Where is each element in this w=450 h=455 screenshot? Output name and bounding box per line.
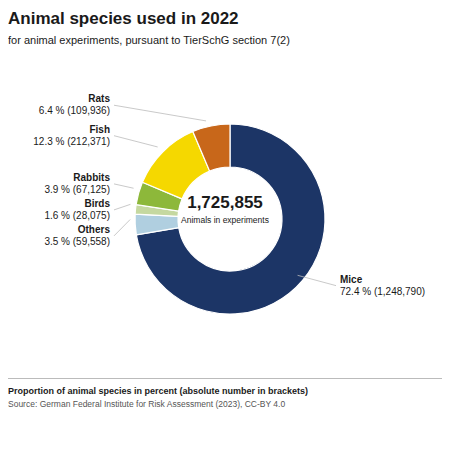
svg-text:3.9 % (67,125): 3.9 % (67,125) [44, 184, 110, 195]
svg-text:3.5 % (59,558): 3.5 % (59,558) [44, 236, 110, 247]
html-text:for animal experiments, pursua: for animal experiments, pursuant to Tier… [8, 34, 290, 46]
svg-text:Rabbits: Rabbits [73, 172, 110, 183]
svg-text:Rats: Rats [88, 93, 110, 104]
svg-text:Mice: Mice [340, 274, 363, 285]
svg-text:Birds: Birds [84, 198, 110, 209]
html-text:Proportion of animal species i: Proportion of animal species in percent … [8, 386, 309, 396]
svg-text:72.4 % (1,248,790): 72.4 % (1,248,790) [340, 286, 425, 297]
svg-text:Others: Others [78, 224, 111, 235]
svg-text:Fish: Fish [89, 124, 110, 135]
html-text:Animal species used in 2022: Animal species used in 2022 [8, 9, 239, 28]
svg-text:6.4 % (109,936): 6.4 % (109,936) [39, 105, 110, 116]
svg-text:12.3 % (212,371): 12.3 % (212,371) [33, 136, 110, 147]
html-text:1,725,855: 1,725,855 [187, 193, 263, 212]
html-text:Animals in experiments: Animals in experiments [181, 215, 269, 225]
html-text:Source: German Federal Institu: Source: German Federal Institute for Ris… [8, 399, 286, 409]
svg-text:1.6 % (28,075): 1.6 % (28,075) [44, 210, 110, 221]
